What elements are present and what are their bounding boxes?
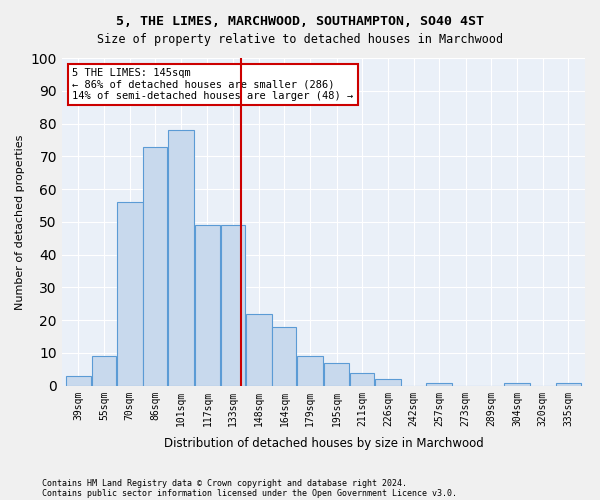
Bar (298, 356, 323, 386)
Text: Size of property relative to detached houses in Marchwood: Size of property relative to detached ho… (97, 32, 503, 46)
Bar (117, 202, 143, 386)
Bar (350, 372, 374, 386)
Bar (272, 327, 296, 386)
Text: Contains HM Land Registry data © Crown copyright and database right 2024.: Contains HM Land Registry data © Crown c… (42, 478, 407, 488)
Bar (324, 363, 349, 386)
Text: 5 THE LIMES: 145sqm
← 86% of detached houses are smaller (286)
14% of semi-detac: 5 THE LIMES: 145sqm ← 86% of detached ho… (72, 68, 353, 101)
Bar (168, 130, 194, 386)
Bar (194, 225, 220, 386)
Text: Contains public sector information licensed under the Open Government Licence v3: Contains public sector information licen… (42, 488, 457, 498)
Bar (221, 225, 245, 386)
Bar (504, 382, 530, 386)
Y-axis label: Number of detached properties: Number of detached properties (15, 134, 25, 310)
X-axis label: Distribution of detached houses by size in Marchwood: Distribution of detached houses by size … (164, 437, 483, 450)
Bar (375, 379, 401, 386)
Text: 5, THE LIMES, MARCHWOOD, SOUTHAMPTON, SO40 4ST: 5, THE LIMES, MARCHWOOD, SOUTHAMPTON, SO… (116, 15, 484, 28)
Bar (92, 356, 116, 386)
Bar (246, 314, 272, 386)
Bar (556, 382, 581, 386)
Bar (143, 146, 167, 386)
Bar (65, 376, 91, 386)
Bar (427, 382, 452, 386)
